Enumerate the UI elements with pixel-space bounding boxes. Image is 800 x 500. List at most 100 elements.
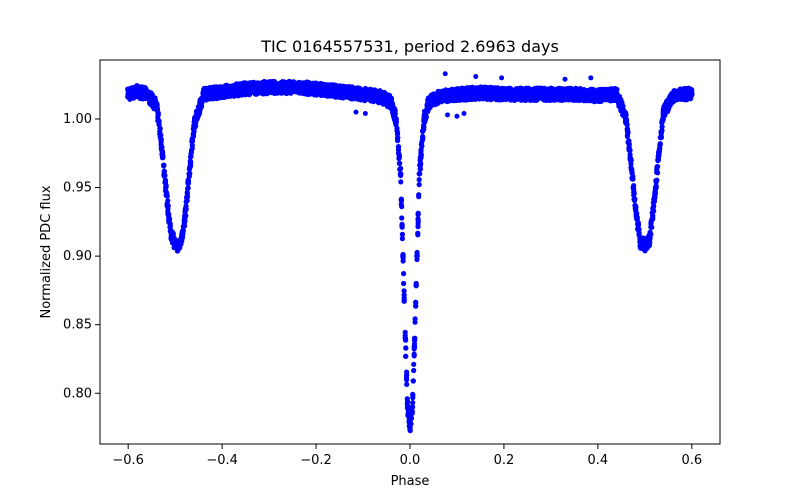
data-point bbox=[399, 236, 405, 242]
outlier-point bbox=[461, 110, 467, 116]
data-point bbox=[156, 118, 162, 124]
x-tick-label: 0.6 bbox=[681, 453, 702, 468]
data-point bbox=[336, 88, 343, 95]
data-point bbox=[651, 198, 658, 205]
data-point bbox=[166, 211, 172, 217]
data-point bbox=[219, 88, 225, 95]
outlier-point bbox=[445, 112, 451, 118]
data-point bbox=[415, 218, 421, 224]
data-point bbox=[396, 155, 402, 161]
data-point bbox=[418, 152, 424, 158]
data-point bbox=[650, 212, 656, 218]
data-point bbox=[191, 123, 197, 129]
data-point bbox=[409, 408, 415, 414]
data-point bbox=[407, 424, 413, 431]
data-point bbox=[650, 216, 656, 222]
data-point bbox=[630, 173, 636, 180]
data-point bbox=[412, 316, 418, 322]
data-point bbox=[416, 182, 422, 188]
data-point bbox=[164, 193, 170, 199]
data-point bbox=[613, 91, 620, 98]
data-point bbox=[394, 135, 401, 141]
data-point bbox=[395, 144, 402, 150]
data-point bbox=[614, 86, 620, 93]
data-point bbox=[157, 125, 163, 132]
y-tick-label: 0.90 bbox=[63, 249, 92, 264]
data-point bbox=[181, 219, 188, 225]
data-point bbox=[632, 205, 639, 211]
data-point bbox=[654, 177, 660, 183]
data-point bbox=[404, 398, 411, 404]
y-axis-ticks: 0.80 0.85 0.90 0.95 1.00 bbox=[63, 112, 100, 401]
x-tick-label: 0.4 bbox=[588, 453, 609, 468]
data-point bbox=[595, 92, 601, 99]
data-point bbox=[421, 127, 427, 133]
data-point bbox=[185, 180, 191, 186]
data-point bbox=[408, 415, 415, 421]
data-point bbox=[188, 161, 194, 168]
y-tick-label: 0.80 bbox=[63, 386, 92, 401]
data-point bbox=[651, 203, 657, 209]
data-point bbox=[394, 125, 400, 131]
data-point bbox=[413, 282, 419, 288]
data-point bbox=[161, 168, 167, 174]
x-tick-label: −0.2 bbox=[300, 453, 332, 468]
data-point bbox=[165, 206, 171, 212]
data-point bbox=[548, 91, 554, 98]
data-point bbox=[397, 160, 403, 166]
data-point bbox=[183, 212, 189, 218]
data-point bbox=[403, 345, 409, 351]
data-point bbox=[401, 298, 407, 304]
data-point bbox=[416, 177, 422, 183]
y-tick-label: 0.85 bbox=[63, 318, 92, 333]
data-point bbox=[172, 242, 178, 248]
data-point bbox=[653, 183, 659, 190]
data-point bbox=[637, 239, 643, 246]
data-point bbox=[624, 122, 630, 128]
data-point bbox=[402, 335, 409, 342]
data-point bbox=[670, 94, 676, 100]
data-point bbox=[403, 353, 409, 359]
data-point bbox=[634, 214, 640, 220]
x-axis-ticks: −0.6 −0.4 −0.2 0.0 0.2 0.4 0.6 bbox=[112, 444, 702, 468]
data-point bbox=[623, 116, 629, 122]
data-point bbox=[184, 198, 190, 204]
data-point bbox=[399, 204, 405, 210]
data-point bbox=[659, 124, 665, 130]
data-point bbox=[411, 361, 417, 367]
data-point bbox=[401, 280, 407, 287]
data-point bbox=[646, 236, 653, 243]
data-point bbox=[648, 231, 654, 237]
outlier-point bbox=[454, 113, 460, 119]
data-point bbox=[626, 141, 632, 148]
data-point bbox=[411, 353, 417, 359]
data-point bbox=[411, 367, 417, 374]
data-point bbox=[411, 344, 418, 350]
data-point bbox=[416, 192, 422, 198]
data-point bbox=[153, 102, 160, 109]
data-point bbox=[313, 86, 319, 92]
data-point bbox=[623, 112, 629, 118]
x-tick-label: −0.6 bbox=[112, 453, 144, 468]
data-point bbox=[679, 91, 686, 98]
data-point bbox=[399, 224, 405, 230]
y-tick-label: 0.95 bbox=[63, 181, 92, 196]
data-point bbox=[162, 184, 169, 191]
data-point bbox=[155, 112, 161, 118]
outlier-point bbox=[353, 109, 359, 115]
y-axis-title: Normalized PDC flux bbox=[39, 185, 54, 318]
data-point bbox=[160, 154, 166, 161]
data-point bbox=[183, 206, 189, 212]
data-point bbox=[425, 99, 432, 106]
data-point bbox=[636, 226, 642, 232]
data-point bbox=[411, 335, 418, 342]
data-point bbox=[649, 224, 655, 230]
data-point bbox=[435, 94, 441, 100]
data-point bbox=[660, 109, 667, 115]
data-point bbox=[404, 381, 410, 387]
outlier-point bbox=[442, 71, 448, 77]
data-point bbox=[400, 253, 406, 259]
outlier-point bbox=[473, 73, 479, 79]
